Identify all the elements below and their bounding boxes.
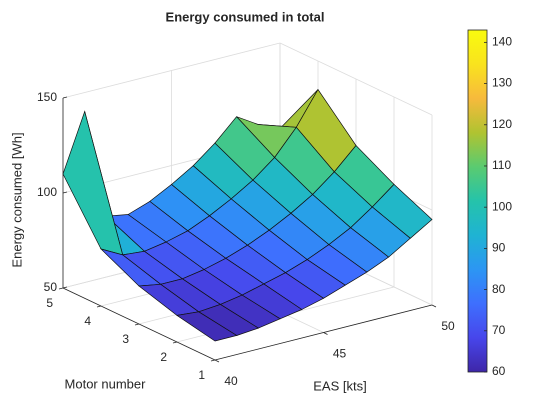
z-tick-label: 50 — [44, 280, 58, 294]
colorbar-tick-label: 90 — [492, 241, 506, 255]
colorbar — [467, 29, 488, 373]
colorbar-tick-label: 80 — [492, 282, 506, 296]
z-tick — [62, 96, 68, 99]
grid-line — [62, 42, 281, 99]
colorbar-tick-label: 70 — [492, 323, 506, 337]
y-tick-label: 1 — [198, 368, 205, 382]
z-tick-label: 100 — [37, 185, 57, 199]
y-tick — [210, 359, 216, 362]
chart-title: Energy consumed in total — [166, 9, 325, 24]
y-tick — [58, 287, 64, 290]
colorbar-tick-label: 140 — [492, 35, 512, 49]
y-tick — [96, 305, 102, 308]
x-tick — [431, 304, 437, 308]
z-axis-title: Energy consumed [Wh] — [9, 132, 24, 267]
y-tick — [134, 323, 140, 326]
y-tick-label: 5 — [46, 296, 53, 310]
colorbar-tick-label: 130 — [492, 76, 512, 90]
z-tick — [62, 191, 68, 194]
x-tick-label: 40 — [224, 374, 238, 388]
colorbar-tick-label: 120 — [492, 117, 512, 131]
y-tick-label: 3 — [122, 332, 129, 346]
x-axis-title: EAS [kts] — [313, 378, 366, 393]
colorbar-tick-label: 100 — [492, 199, 512, 213]
y-tick — [172, 341, 178, 344]
y-tick-label: 2 — [160, 350, 167, 364]
x-tick-label: 45 — [333, 347, 347, 361]
colorbar-tick-label: 110 — [492, 158, 511, 172]
z-tick-label: 150 — [37, 90, 57, 104]
x-tick-label: 50 — [441, 319, 455, 333]
x-tick — [323, 332, 328, 335]
x-tick — [214, 359, 220, 363]
colorbar-tick-label: 60 — [492, 364, 506, 378]
grid-line — [279, 42, 433, 116]
y-axis-title: Motor number — [65, 376, 147, 391]
y-tick-label: 4 — [84, 314, 91, 328]
z-tick — [62, 286, 68, 289]
surface-face — [176, 311, 238, 342]
